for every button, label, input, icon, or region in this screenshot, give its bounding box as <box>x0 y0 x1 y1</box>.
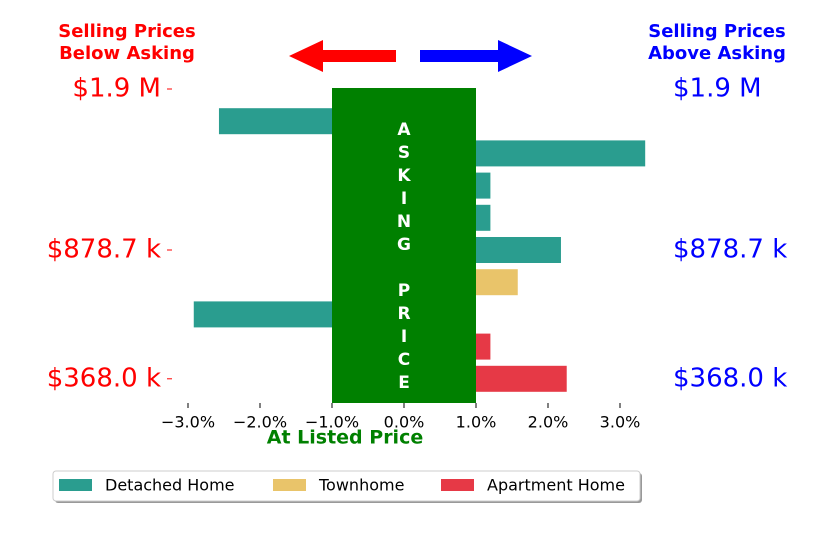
legend-label: Townhome <box>318 476 404 495</box>
legend-swatch <box>273 479 306 491</box>
y-tick-label: $1.9 M <box>72 74 161 104</box>
x-tick-label: 1.0% <box>456 413 497 432</box>
x-tick-label: 2.0% <box>528 413 569 432</box>
right-arrow <box>420 40 532 72</box>
x-tick-label: −1.0% <box>305 413 359 432</box>
legend-swatch <box>59 479 92 491</box>
right-header: Above Asking <box>648 43 786 64</box>
legend: Detached Home Townhome Apartment Home <box>52 470 642 503</box>
legend-swatch <box>441 479 474 491</box>
y-tick-label-right: $368.0 k <box>673 363 787 393</box>
y-tick-label: $368.0 k <box>47 363 161 393</box>
x-tick-label: −3.0% <box>161 413 215 432</box>
x-tick-label: 3.0% <box>600 413 641 432</box>
x-tick-label: 0.0% <box>384 413 425 432</box>
band-label: ASKING PRICE <box>394 120 414 396</box>
left-header: Below Asking <box>59 43 195 64</box>
y-tick-label-right: $878.7 k <box>673 235 787 265</box>
y-tick-label: $878.7 k <box>47 235 161 265</box>
x-tick-label: −2.0% <box>233 413 287 432</box>
x-axis-label: At Listed Price <box>267 427 423 449</box>
legend-label: Apartment Home <box>487 476 625 495</box>
left-header: Selling Prices <box>58 21 195 42</box>
legend-box <box>52 470 641 502</box>
asking-band <box>332 88 476 403</box>
y-tick-label-right: $1.9 M <box>673 74 762 104</box>
left-arrow <box>289 40 396 72</box>
right-header: Selling Prices <box>648 21 785 42</box>
legend-label: Detached Home <box>105 476 235 495</box>
